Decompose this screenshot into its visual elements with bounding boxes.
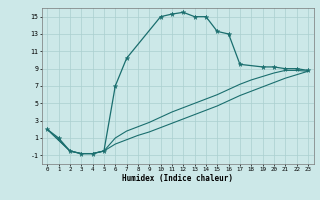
X-axis label: Humidex (Indice chaleur): Humidex (Indice chaleur) [122,174,233,183]
